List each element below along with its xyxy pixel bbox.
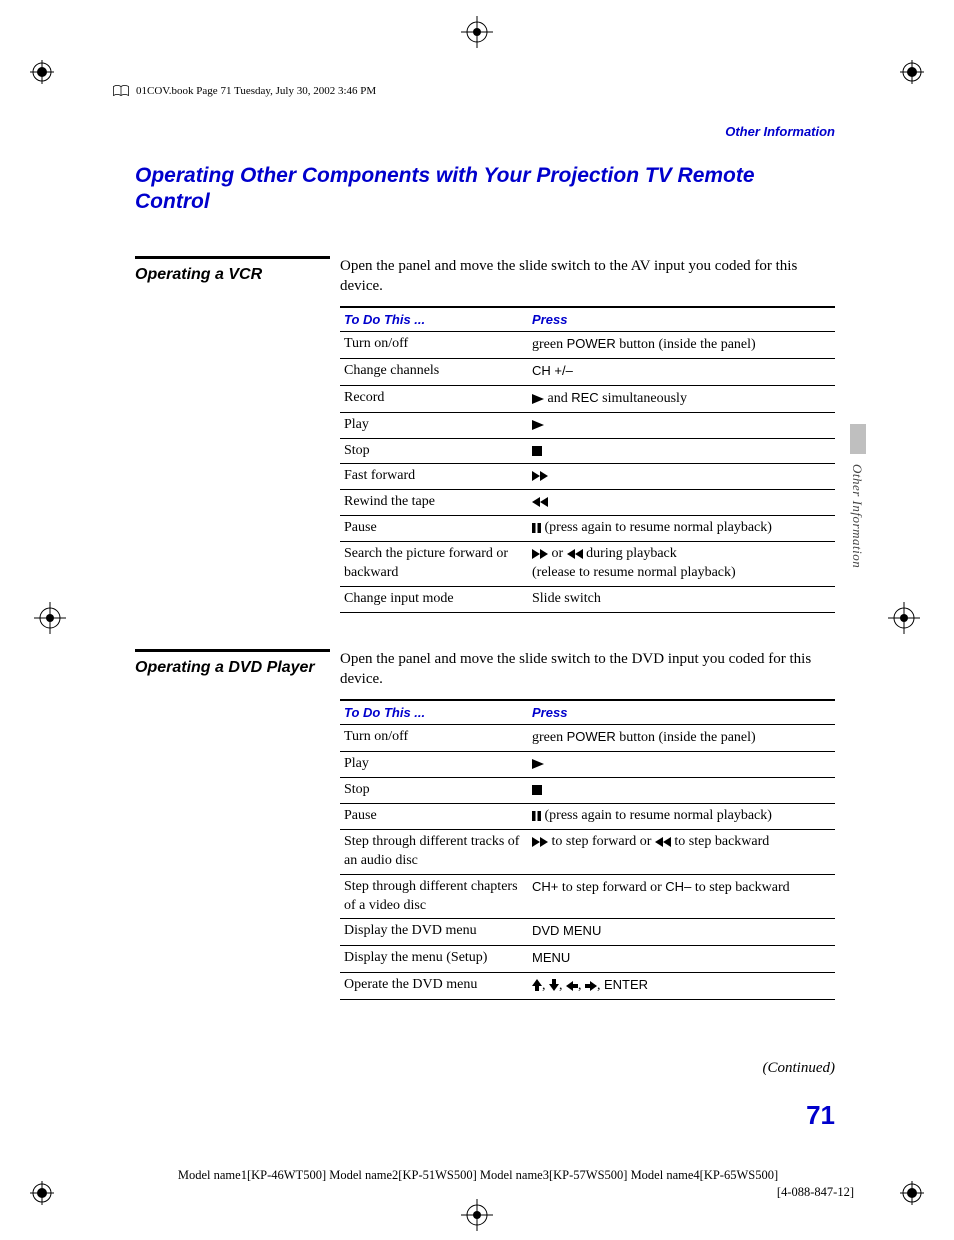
- section-intro: Open the panel and move the slide switch…: [340, 649, 835, 690]
- stop-icon: [532, 446, 542, 456]
- crop-mark-icon: [30, 598, 70, 638]
- crop-mark-icon: [30, 60, 70, 100]
- col-header: To Do This ...: [340, 700, 528, 725]
- table-row: Stop: [340, 438, 835, 464]
- crop-mark-icon: [457, 1195, 497, 1235]
- play-icon: [532, 759, 544, 769]
- col-header: Press: [528, 700, 835, 725]
- chapter-title: Operating Other Components with Your Pro…: [135, 163, 835, 216]
- table-row: Fast forward: [340, 464, 835, 490]
- rewind-icon: [567, 549, 583, 559]
- section-rule: [135, 256, 330, 259]
- arrow-right-icon: [585, 981, 597, 991]
- arrow-left-icon: [566, 981, 578, 991]
- stop-icon: [532, 785, 542, 795]
- pause-icon: [532, 523, 541, 533]
- col-header: To Do This ...: [340, 307, 528, 332]
- table-row: Display the DVD menu DVD MENU: [340, 919, 835, 946]
- section-rule: [135, 649, 330, 652]
- table-row: Display the menu (Setup) MENU: [340, 946, 835, 973]
- table-row: Turn on/off green POWER button (inside t…: [340, 332, 835, 359]
- crop-mark-icon: [884, 60, 924, 100]
- crop-mark-icon: [30, 1165, 70, 1205]
- header-file-text: 01COV.book Page 71 Tuesday, July 30, 200…: [136, 85, 376, 97]
- continued-label: (Continued): [763, 1060, 836, 1077]
- table-row: Stop: [340, 778, 835, 804]
- table-row: Change channels CH +/–: [340, 358, 835, 385]
- section-dvd: Operating a DVD Player Open the panel an…: [135, 649, 835, 1000]
- rewind-icon: [655, 837, 671, 847]
- table-row: Operate the DVD menu , , , , ENTER: [340, 973, 835, 1000]
- page-number: 71: [806, 1100, 835, 1131]
- section-heading: Operating a DVD Player: [135, 658, 330, 678]
- table-row: Pause (press again to resume normal play…: [340, 516, 835, 542]
- dvd-table: To Do This ... Press Turn on/off green P…: [340, 699, 835, 1000]
- section-heading: Operating a VCR: [135, 265, 330, 285]
- table-row: Turn on/off green POWER button (inside t…: [340, 725, 835, 752]
- play-icon: [532, 394, 544, 404]
- table-row: Step through different chapters of a vid…: [340, 874, 835, 919]
- book-icon: [112, 84, 130, 98]
- pause-icon: [532, 811, 541, 821]
- table-row: Step through different tracks of an audi…: [340, 829, 835, 874]
- play-icon: [532, 420, 544, 430]
- table-row: Search the picture forward or backward o…: [340, 542, 835, 587]
- table-row: Play: [340, 412, 835, 438]
- arrow-down-icon: [549, 979, 559, 991]
- vcr-table: To Do This ... Press Turn on/off green P…: [340, 306, 835, 613]
- thumb-tab: [850, 424, 866, 454]
- crop-mark-icon: [457, 12, 497, 52]
- fast-forward-icon: [532, 549, 548, 559]
- rewind-icon: [532, 497, 548, 507]
- fast-forward-icon: [532, 837, 548, 847]
- col-header: Press: [528, 307, 835, 332]
- table-row: Record and REC simultaneously: [340, 385, 835, 412]
- crop-mark-icon: [884, 1165, 924, 1205]
- table-row: Rewind the tape: [340, 490, 835, 516]
- footer-line: [4-088-847-12]: [102, 1184, 854, 1201]
- side-section-label: Other Information: [849, 464, 865, 568]
- fast-forward-icon: [532, 471, 548, 481]
- footer-line: Model name1[KP-46WT500] Model name2[KP-5…: [102, 1167, 854, 1184]
- table-row: Change input mode Slide switch: [340, 586, 835, 612]
- running-head: Other Information: [135, 124, 835, 139]
- arrow-up-icon: [532, 979, 542, 991]
- table-row: Pause (press again to resume normal play…: [340, 803, 835, 829]
- section-intro: Open the panel and move the slide switch…: [340, 256, 835, 297]
- crop-mark-icon: [884, 598, 924, 638]
- table-row: Play: [340, 752, 835, 778]
- framemaker-header: 01COV.book Page 71 Tuesday, July 30, 200…: [112, 84, 376, 98]
- section-vcr: Operating a VCR Open the panel and move …: [135, 256, 835, 613]
- footer: Model name1[KP-46WT500] Model name2[KP-5…: [102, 1167, 854, 1201]
